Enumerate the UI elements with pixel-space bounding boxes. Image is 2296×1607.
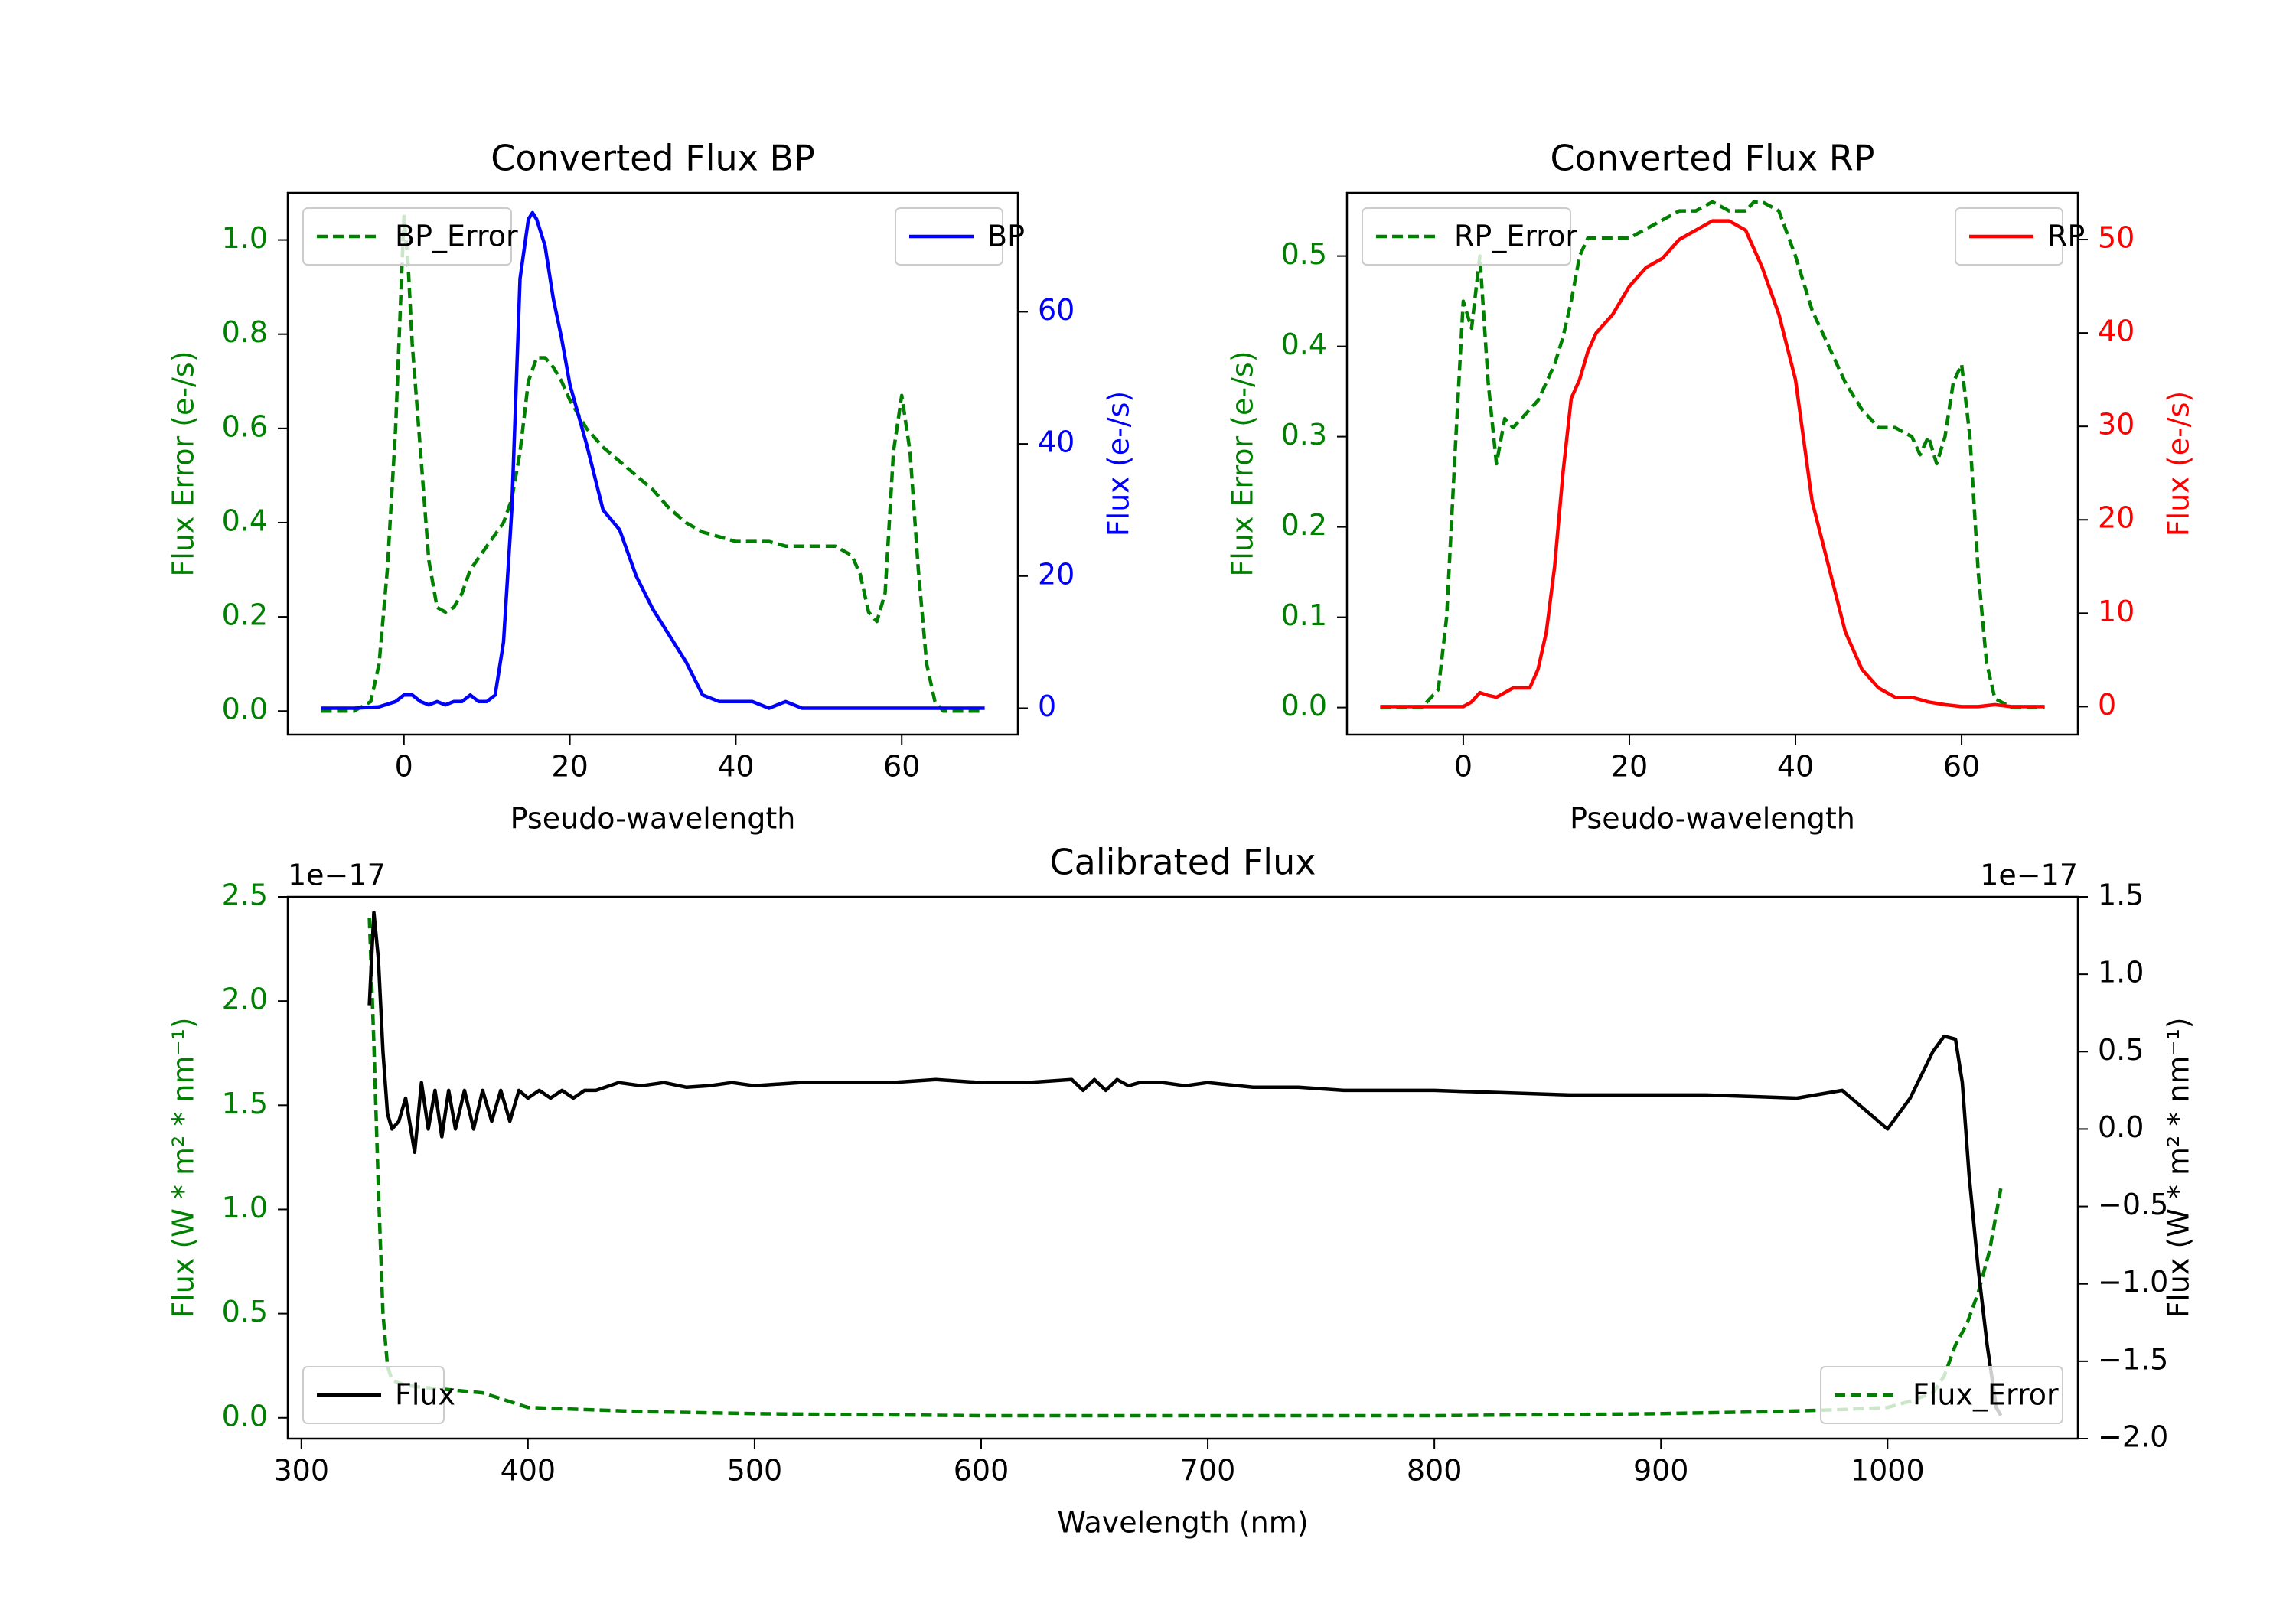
x-tick-label: 40 bbox=[717, 750, 754, 784]
legend-bp: BP bbox=[895, 207, 1025, 266]
y-left-tick-label: 0.0 bbox=[222, 1399, 268, 1433]
x-tick-label: 0 bbox=[395, 750, 413, 784]
y-right-offset-label: 1e−17 bbox=[1980, 859, 2078, 892]
x-axis-label: Pseudo-wavelength bbox=[1570, 802, 1855, 836]
y-left-tick-label: 0.2 bbox=[1281, 508, 1327, 542]
x-tick-label: 20 bbox=[551, 750, 588, 784]
y-left-tick-label: 0.0 bbox=[222, 693, 268, 726]
x-tick-label: 400 bbox=[501, 1454, 556, 1488]
y-left-tick-label: 0.3 bbox=[1281, 418, 1327, 451]
x-tick-label: 0 bbox=[1454, 750, 1473, 784]
chart-title: Calibrated Flux bbox=[1050, 842, 1316, 883]
chart-panel-3: 300 400 500 600 700 800 900 1000 0.0 0.5 1.0 1.5 2.0… bbox=[167, 842, 2196, 1540]
axes-frame bbox=[286, 895, 2079, 1440]
y-right-tick-label: 0.0 bbox=[2098, 1110, 2144, 1144]
y-right-axis-label: Flux (e-/s) bbox=[2162, 391, 2196, 536]
x-tick-label: 700 bbox=[1180, 1454, 1236, 1488]
legend-flux_error: Flux_Error bbox=[1820, 1366, 2063, 1424]
y-right-tick-label: 30 bbox=[2098, 408, 2135, 442]
x-tick-label: 500 bbox=[727, 1454, 783, 1488]
series-line-bp bbox=[321, 210, 985, 710]
axes-frame bbox=[286, 191, 1019, 736]
legend-label: Flux_Error bbox=[1913, 1378, 2059, 1412]
x-tick-label: 40 bbox=[1777, 750, 1814, 784]
series-line-flux bbox=[367, 910, 2003, 1416]
y-right-tick-label: 50 bbox=[2098, 221, 2135, 255]
x-axis-label: Pseudo-wavelength bbox=[510, 802, 796, 836]
y-left-tick-label: 1.0 bbox=[222, 1191, 268, 1224]
x-tick-label: 60 bbox=[883, 750, 920, 784]
y-left-tick-label: 0.6 bbox=[222, 409, 268, 443]
chart-panel-2: 0 20 40 60 0.0 0.1 0.2 0.3 0.4 0.5 0 10 20 30 40 50 Conv… bbox=[1226, 138, 2196, 836]
y-right-tick-label: 0.5 bbox=[2098, 1033, 2144, 1067]
y-right-tick-label: −0.5 bbox=[2098, 1188, 2168, 1221]
chart-title: Converted Flux BP bbox=[491, 138, 815, 179]
y-right-tick-label: 20 bbox=[2098, 501, 2135, 535]
legend-rp: RP bbox=[1955, 207, 2085, 266]
legend-rp_error: RP_Error bbox=[1362, 207, 1577, 266]
y-left-tick-label: 0.4 bbox=[222, 504, 268, 537]
legend-label: RP bbox=[2047, 220, 2085, 253]
y-right-tick-label: 60 bbox=[1038, 293, 1075, 327]
y-right-axis-label: Flux (W * m² * nm⁻¹) bbox=[2162, 1017, 2196, 1318]
legend-label: BP_Error bbox=[395, 220, 518, 253]
y-right-tick-label: 0 bbox=[1038, 689, 1056, 723]
x-tick-label: 60 bbox=[1943, 750, 1980, 784]
legend-label: RP_Error bbox=[1454, 220, 1577, 253]
x-tick-label: 300 bbox=[273, 1454, 329, 1488]
x-axis-label: Wavelength (nm) bbox=[1057, 1506, 1308, 1540]
y-right-tick-label: 20 bbox=[1038, 557, 1075, 591]
chart-panel-1: 0 20 40 60 0.0 0.2 0.4 0.6 0.8 1.0 0 20 40 60 Converte… bbox=[167, 138, 1136, 836]
legend-label: Flux bbox=[395, 1378, 455, 1412]
y-left-tick-label: 0.5 bbox=[1281, 237, 1327, 271]
chart-title: Converted Flux RP bbox=[1551, 138, 1875, 179]
y-left-tick-label: 0.0 bbox=[1281, 689, 1327, 722]
y-right-tick-label: 1.5 bbox=[2098, 878, 2144, 912]
y-right-tick-label: 0 bbox=[2098, 688, 2116, 722]
y-left-tick-label: 2.0 bbox=[222, 983, 268, 1016]
series-line-rp bbox=[1380, 219, 2045, 709]
series-line-bp_error bbox=[321, 214, 985, 713]
axes-frame bbox=[1345, 191, 2079, 736]
y-right-tick-label: 40 bbox=[2098, 315, 2135, 348]
y-right-tick-label: 10 bbox=[2098, 595, 2135, 628]
legend-bp_error: BP_Error bbox=[302, 207, 518, 266]
y-left-tick-label: 0.5 bbox=[222, 1295, 268, 1328]
y-right-axis-label: Flux (e-/s) bbox=[1102, 391, 1136, 536]
y-right-tick-label: 40 bbox=[1038, 425, 1075, 459]
x-tick-label: 900 bbox=[1633, 1454, 1689, 1488]
y-left-offset-label: 1e−17 bbox=[288, 859, 386, 892]
y-right-tick-label: −1.5 bbox=[2098, 1342, 2168, 1376]
y-left-axis-label: Flux Error (e-/s) bbox=[167, 350, 201, 576]
x-tick-label: 800 bbox=[1407, 1454, 1463, 1488]
x-tick-label: 1000 bbox=[1851, 1454, 1925, 1488]
y-left-tick-label: 2.5 bbox=[222, 878, 268, 912]
y-left-tick-label: 1.5 bbox=[222, 1087, 268, 1120]
y-left-tick-label: 0.4 bbox=[1281, 328, 1327, 361]
y-left-tick-label: 1.0 bbox=[222, 221, 268, 255]
legend-label: BP bbox=[987, 220, 1025, 253]
y-left-axis-label: Flux (W * m² * nm⁻¹) bbox=[167, 1017, 201, 1318]
y-right-tick-label: −2.0 bbox=[2098, 1420, 2168, 1454]
y-right-tick-label: −1.0 bbox=[2098, 1265, 2168, 1299]
y-right-tick-label: 1.0 bbox=[2098, 956, 2144, 989]
x-tick-label: 20 bbox=[1611, 750, 1648, 784]
y-left-tick-label: 0.1 bbox=[1281, 598, 1327, 632]
x-tick-label: 600 bbox=[954, 1454, 1009, 1488]
y-left-axis-label: Flux Error (e-/s) bbox=[1226, 350, 1260, 576]
y-left-tick-label: 0.2 bbox=[222, 598, 268, 632]
legend-flux: Flux bbox=[302, 1366, 455, 1424]
y-left-tick-label: 0.8 bbox=[222, 315, 268, 349]
